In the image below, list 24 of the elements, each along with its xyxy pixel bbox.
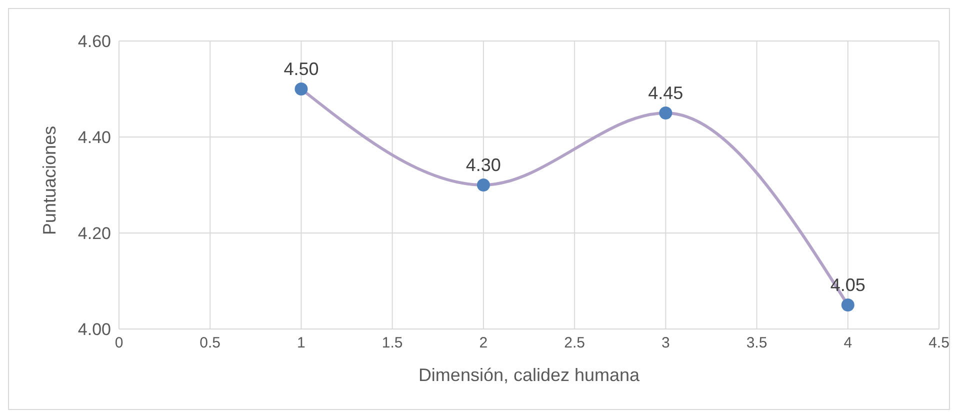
x-tick-label: 4.5 (928, 334, 950, 352)
x-tick-label: 0 (114, 334, 124, 352)
x-tick-label: 2.5 (564, 334, 585, 352)
data-label: 4.05 (830, 275, 866, 295)
y-tick-label: 4.40 (78, 128, 111, 148)
data-label: 4.45 (648, 83, 684, 103)
y-tick-label: 4.60 (78, 32, 111, 52)
y-tick-label: 4.00 (78, 320, 111, 340)
x-tick-label: 3.5 (746, 334, 768, 352)
point (841, 298, 854, 312)
x-tick-label: 2 (479, 334, 488, 352)
x-tick-label: 4 (844, 334, 852, 352)
x-axis-title: Dimensión, calidez humana (418, 365, 641, 385)
point (476, 178, 490, 192)
data-label: 4.50 (284, 59, 319, 79)
x-tick-label: 1.5 (382, 334, 403, 352)
x-tick-label: 3 (661, 334, 670, 352)
point (659, 106, 672, 120)
x-tick-label: 0.5 (200, 334, 221, 352)
y-tick-label: 4.20 (78, 224, 111, 244)
x-tick-label: 1 (297, 334, 306, 352)
y-axis-title: Puntuaciones (39, 126, 60, 235)
point (294, 82, 308, 96)
data-label: 4.30 (466, 155, 501, 175)
